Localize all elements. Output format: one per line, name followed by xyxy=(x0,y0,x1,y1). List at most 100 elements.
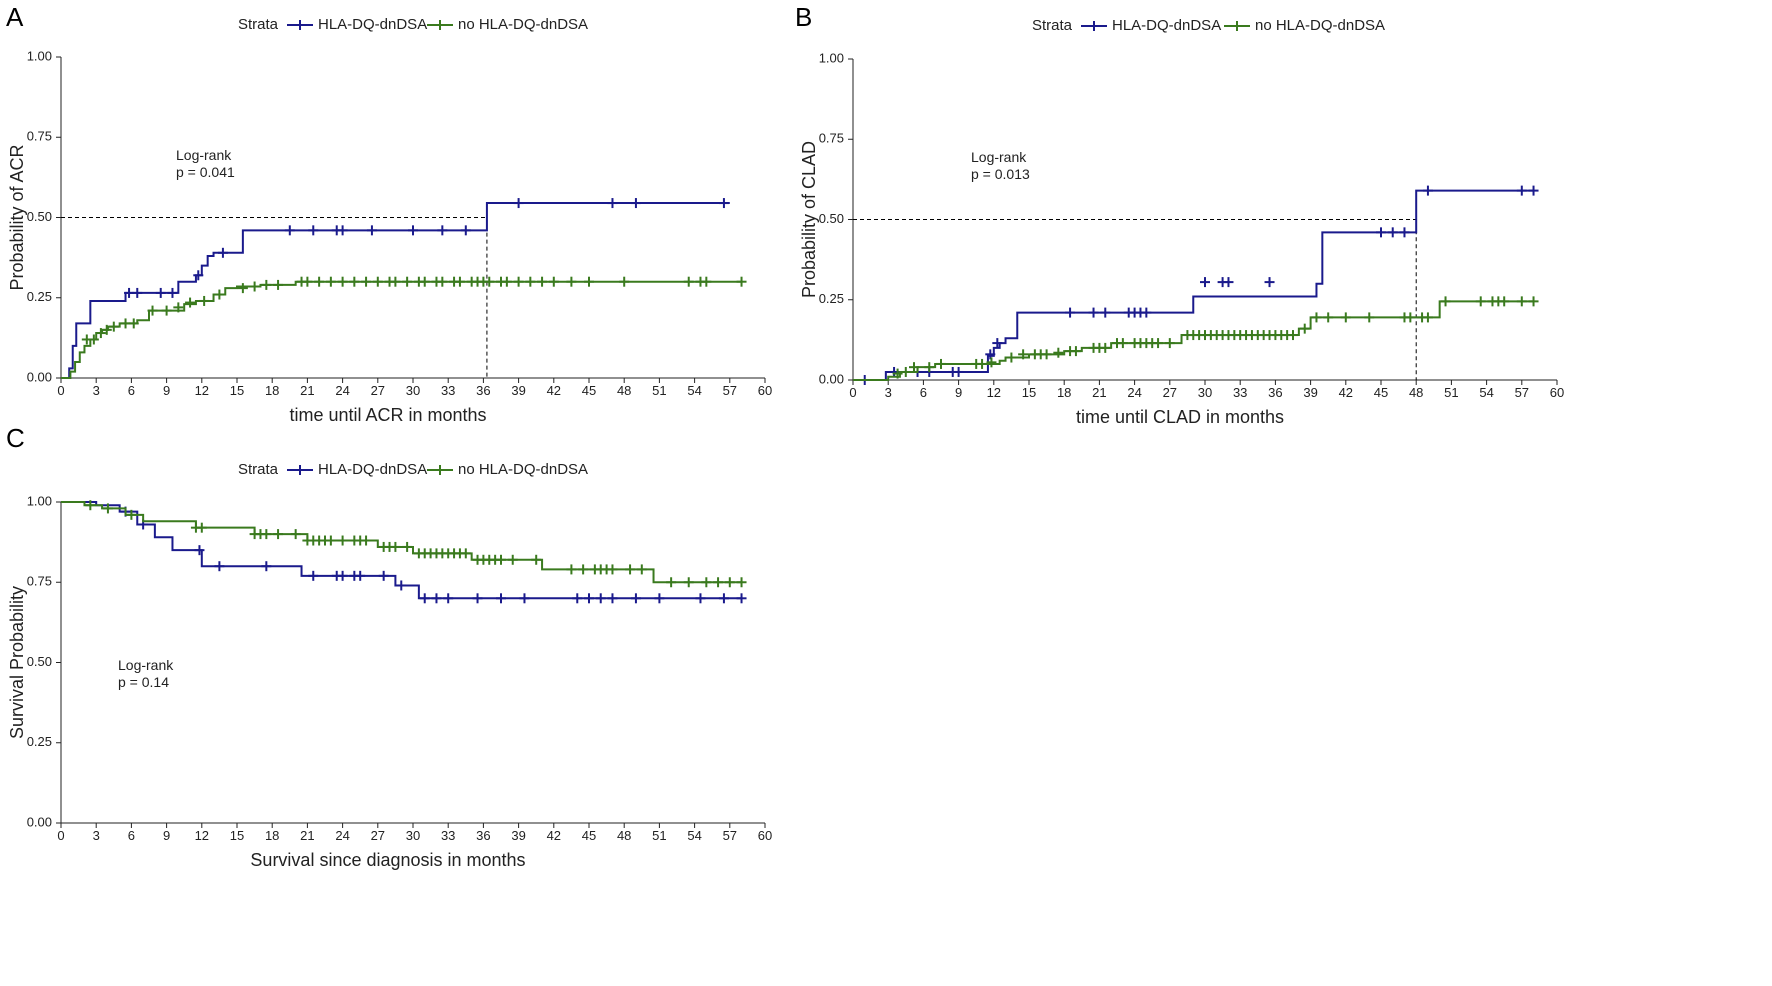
x-tick-label: 36 xyxy=(1268,385,1282,400)
panel-a: A Strata HLA-DQ-dnDSA no HLA-DQ-dnDSA 0.00 0.… xyxy=(6,2,772,425)
panel-b-x-title: time until CLAD in months xyxy=(1076,407,1284,427)
x-tick-label: 15 xyxy=(1022,385,1036,400)
x-tick-label: 27 xyxy=(371,383,385,398)
x-tick-label: 15 xyxy=(230,828,244,843)
x-tick-label: 60 xyxy=(758,383,772,398)
panel-a-x-title: time until ACR in months xyxy=(289,405,486,425)
x-tick-label: 3 xyxy=(93,828,100,843)
x-tick-label: 6 xyxy=(128,828,135,843)
panel-b-annotation-p: p = 0.013 xyxy=(971,166,1030,182)
x-tick-label: 36 xyxy=(476,828,490,843)
x-tick-label: 15 xyxy=(230,383,244,398)
panel-c-legend: Strata HLA-DQ-dnDSA no HLA-DQ-dnDSA xyxy=(238,461,588,478)
y-tick-label: 0.00 xyxy=(27,369,52,384)
x-tick-label: 57 xyxy=(1515,385,1529,400)
y-tick-label: 0.50 xyxy=(27,209,52,224)
legend-label-1: HLA-DQ-dnDSA xyxy=(318,16,427,33)
y-tick-label: 0.25 xyxy=(27,734,52,749)
x-tick-label: 21 xyxy=(300,828,314,843)
x-tick-label: 36 xyxy=(476,383,490,398)
y-tick-label: 1.00 xyxy=(27,493,52,508)
x-tick-label: 33 xyxy=(1233,385,1247,400)
panel-a-median-line xyxy=(61,217,488,378)
panel-a-series-1 xyxy=(61,198,730,379)
panel-b-legend: Strata HLA-DQ-dnDSA no HLA-DQ-dnDSA xyxy=(1032,17,1385,34)
x-tick-label: 24 xyxy=(335,828,349,843)
x-tick-label: 57 xyxy=(723,383,737,398)
x-tick-label: 9 xyxy=(955,385,962,400)
x-tick-label: 42 xyxy=(1339,385,1353,400)
x-tick-label: 42 xyxy=(547,383,561,398)
km-curve xyxy=(61,202,730,379)
x-tick-label: 27 xyxy=(371,828,385,843)
x-tick-label: 60 xyxy=(758,828,772,843)
x-tick-label: 18 xyxy=(265,383,279,398)
panel-c-x-title: Survival since diagnosis in months xyxy=(250,850,525,870)
panel-b: B Strata HLA-DQ-dnDSA no HLA-DQ-dnDSA 0.00 0.… xyxy=(795,2,1564,427)
y-tick-label: 0.25 xyxy=(27,289,52,304)
y-tick-label: 0.00 xyxy=(819,371,844,386)
x-tick-label: 9 xyxy=(163,383,170,398)
panel-a-annotation-title: Log-rank xyxy=(176,147,232,163)
panel-a-letter: A xyxy=(6,2,24,32)
x-tick-label: 0 xyxy=(57,828,64,843)
x-tick-label: 54 xyxy=(687,383,701,398)
x-tick-label: 30 xyxy=(1198,385,1212,400)
panel-c-annotation-p: p = 0.14 xyxy=(118,674,169,690)
x-tick-label: 12 xyxy=(987,385,1001,400)
x-tick-label: 48 xyxy=(1409,385,1423,400)
x-tick-label: 33 xyxy=(441,828,455,843)
panel-c-series-1 xyxy=(61,501,747,604)
x-tick-label: 21 xyxy=(1092,385,1106,400)
x-tick-label: 45 xyxy=(582,828,596,843)
legend-label-2: no HLA-DQ-dnDSA xyxy=(458,16,588,33)
x-tick-label: 12 xyxy=(195,828,209,843)
x-tick-label: 24 xyxy=(1127,385,1141,400)
km-curve xyxy=(61,501,742,600)
x-tick-label: 9 xyxy=(163,828,170,843)
x-tick-label: 54 xyxy=(1479,385,1493,400)
panel-b-median-line xyxy=(853,219,1417,380)
y-tick-label: 1.00 xyxy=(27,48,52,63)
panel-a-legend: Strata HLA-DQ-dnDSA no HLA-DQ-dnDSA xyxy=(238,16,588,33)
panel-b-y-title: Probability of CLAD xyxy=(799,141,819,298)
y-tick-label: 0.75 xyxy=(27,129,52,144)
x-tick-label: 21 xyxy=(300,383,314,398)
legend-label-2: no HLA-DQ-dnDSA xyxy=(1255,17,1385,34)
x-tick-label: 0 xyxy=(849,385,856,400)
y-tick-label: 1.00 xyxy=(819,50,844,65)
x-tick-label: 12 xyxy=(195,383,209,398)
x-tick-label: 3 xyxy=(885,385,892,400)
x-tick-label: 57 xyxy=(723,828,737,843)
x-tick-label: 45 xyxy=(1374,385,1388,400)
x-tick-label: 48 xyxy=(617,383,631,398)
km-curve xyxy=(853,189,1534,381)
x-tick-label: 45 xyxy=(582,383,596,398)
x-tick-label: 0 xyxy=(57,383,64,398)
panel-c-y-title: Survival Probability xyxy=(7,586,27,739)
panel-c: C Strata HLA-DQ-dnDSA no HLA-DQ-dnDSA 0.00 0.… xyxy=(6,423,772,870)
panel-a-series-2 xyxy=(61,276,747,379)
y-tick-label: 0.75 xyxy=(27,574,52,589)
km-curve xyxy=(61,280,742,379)
y-tick-label: 0.00 xyxy=(27,814,52,829)
panel-b-annotation-title: Log-rank xyxy=(971,149,1027,165)
x-tick-label: 6 xyxy=(128,383,135,398)
x-tick-label: 60 xyxy=(1550,385,1564,400)
x-tick-label: 33 xyxy=(441,383,455,398)
panel-b-letter: B xyxy=(795,2,812,32)
x-tick-label: 42 xyxy=(547,828,561,843)
x-tick-label: 54 xyxy=(687,828,701,843)
legend-label-1: HLA-DQ-dnDSA xyxy=(318,461,427,478)
panel-c-letter: C xyxy=(6,423,25,453)
x-tick-label: 39 xyxy=(511,383,525,398)
km-curve xyxy=(853,300,1534,381)
panel-a-y-title: Probability of ACR xyxy=(7,144,27,290)
x-tick-label: 39 xyxy=(1303,385,1317,400)
x-tick-label: 48 xyxy=(617,828,631,843)
y-tick-label: 0.25 xyxy=(819,291,844,306)
panel-c-annotation-title: Log-rank xyxy=(118,657,174,673)
x-tick-label: 39 xyxy=(511,828,525,843)
x-tick-label: 27 xyxy=(1163,385,1177,400)
